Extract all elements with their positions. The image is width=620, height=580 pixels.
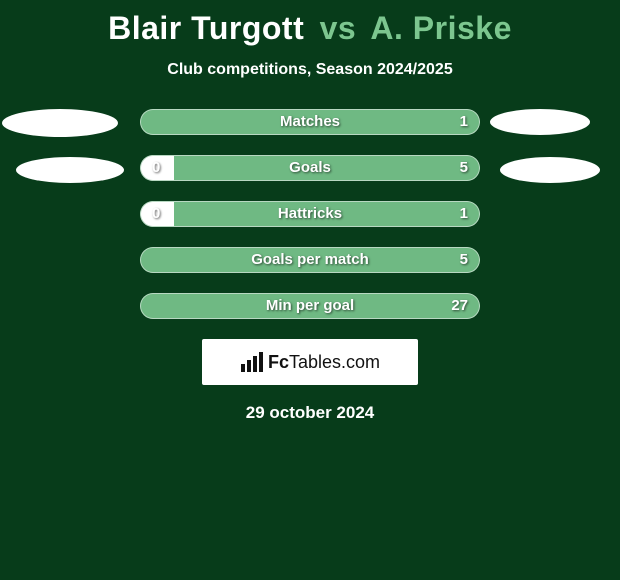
stat-row: 0Goals5	[140, 155, 480, 181]
content-area: Matches10Goals50Hattricks1Goals per matc…	[0, 109, 620, 319]
comparison-widget: Blair Turgott vs A. Priske Club competit…	[0, 0, 620, 580]
brand-badge[interactable]: FcTables.com	[202, 339, 418, 385]
date-label: 29 october 2024	[0, 403, 620, 423]
brand-inner: FcTables.com	[240, 352, 380, 373]
brand-text-rest: Tables.com	[289, 352, 380, 372]
value-right: 27	[451, 293, 468, 319]
metric-label: Matches	[140, 109, 480, 135]
page-title: Blair Turgott vs A. Priske	[0, 0, 620, 47]
metric-label: Goals	[140, 155, 480, 181]
ellipse	[500, 157, 600, 183]
ellipse	[16, 157, 124, 183]
metric-label: Min per goal	[140, 293, 480, 319]
stat-row: Goals per match5	[140, 247, 480, 273]
ellipse	[2, 109, 118, 137]
value-right: 5	[460, 155, 468, 181]
stat-row: Min per goal27	[140, 293, 480, 319]
title-vs: vs	[320, 10, 357, 46]
ellipse	[490, 109, 590, 135]
brand-text-bold: Fc	[268, 352, 289, 372]
metric-label: Hattricks	[140, 201, 480, 227]
stat-row: Matches1	[140, 109, 480, 135]
subtitle: Club competitions, Season 2024/2025	[0, 61, 620, 79]
bars-icon	[240, 352, 264, 372]
title-player-right: A. Priske	[370, 10, 511, 46]
stat-row: 0Hattricks1	[140, 201, 480, 227]
metric-label: Goals per match	[140, 247, 480, 273]
value-right: 1	[460, 201, 468, 227]
value-right: 1	[460, 109, 468, 135]
brand-text: FcTables.com	[268, 352, 380, 373]
value-right: 5	[460, 247, 468, 273]
stat-rows: Matches10Goals50Hattricks1Goals per matc…	[140, 109, 480, 319]
title-player-left: Blair Turgott	[108, 10, 304, 46]
